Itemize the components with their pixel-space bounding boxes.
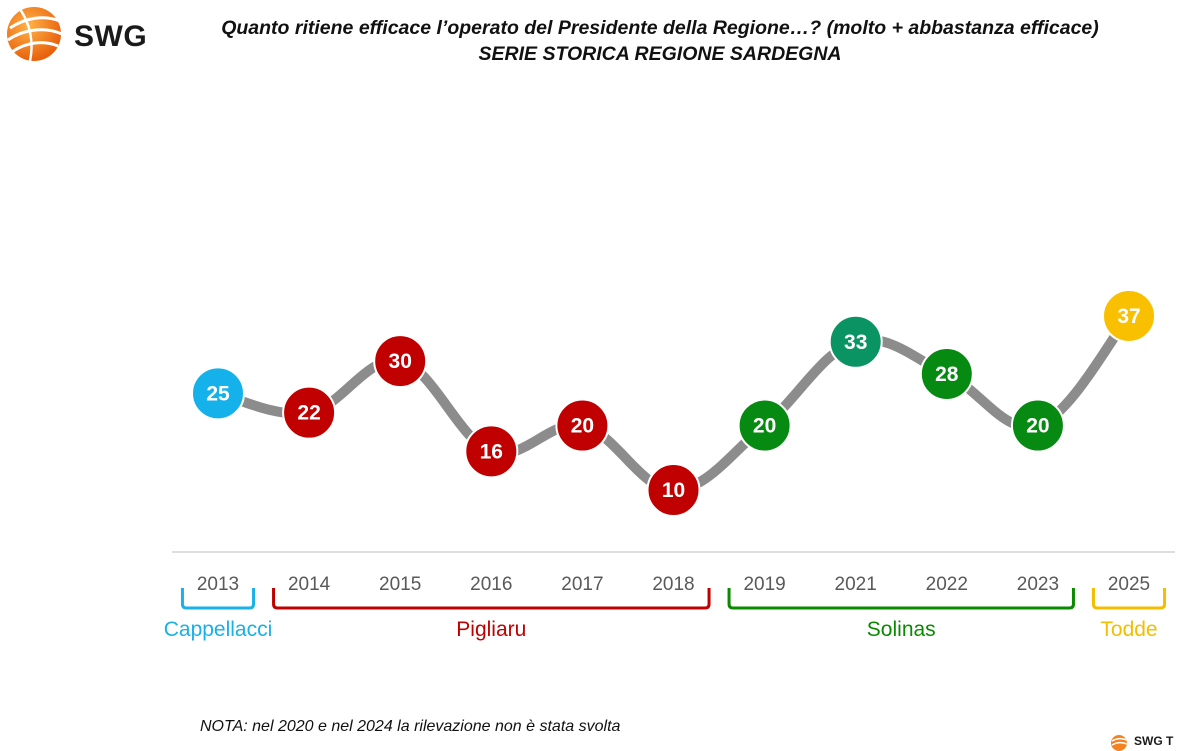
data-label: 37 (1117, 305, 1140, 328)
president-label: Todde (1100, 618, 1157, 641)
data-marker (828, 314, 883, 369)
data-point-2015: 30 (373, 334, 428, 389)
bracket-line (727, 588, 1075, 610)
president-label: Cappellacci (164, 618, 273, 641)
data-point-2014: 22 (282, 385, 337, 440)
data-marker (1010, 398, 1065, 453)
data-marker (191, 366, 245, 421)
data-marker (737, 398, 792, 453)
footer-globe-icon (1111, 735, 1128, 751)
data-point-2018: 10 (646, 463, 701, 517)
data-marker (919, 347, 974, 401)
bracket-cappellacci: Cappellacci (164, 588, 273, 641)
data-point-2017: 20 (555, 398, 610, 453)
data-label: 30 (389, 350, 412, 373)
x-tick-label: 2016 (470, 574, 512, 595)
data-label: 25 (206, 382, 230, 405)
data-label: 16 (480, 440, 503, 463)
bracket-solinas: Solinas (727, 588, 1075, 641)
x-tick-label: 2013 (197, 574, 239, 595)
x-tick-label: 2015 (379, 574, 421, 595)
data-marker (373, 334, 428, 389)
data-marker (555, 398, 610, 453)
bracket-line (180, 588, 256, 610)
x-tick-label: 2014 (288, 574, 331, 595)
x-tick-label: 2017 (561, 574, 603, 595)
bracket-line (272, 588, 711, 610)
swg-logo (7, 7, 63, 62)
x-tick-label: 2023 (1017, 574, 1059, 595)
x-tick-label: 2021 (835, 574, 877, 595)
data-point-2022: 28 (919, 347, 974, 401)
data-label: 20 (571, 415, 594, 438)
data-label: 28 (935, 363, 959, 386)
x-tick-label: 2019 (743, 574, 785, 595)
bracket-line (1091, 588, 1167, 610)
footnote: NOTA: nel 2020 e nel 2024 la rilevazione… (200, 718, 621, 735)
chart-title: Quanto ritiene efficace l’operato del Pr… (221, 17, 1099, 39)
swg-globe-icon (7, 7, 63, 62)
data-marker (282, 385, 337, 440)
data-point-2023: 20 (1010, 398, 1065, 453)
footer-logo: SWG T (1108, 732, 1179, 751)
president-label: Pigliaru (456, 618, 526, 641)
data-label: 22 (297, 402, 320, 425)
bracket-todde: Todde (1091, 588, 1167, 641)
data-point-2025: 37 (1102, 289, 1156, 343)
data-label: 20 (1026, 415, 1049, 438)
data-point-2019: 20 (737, 398, 792, 453)
president-label: Solinas (867, 618, 936, 641)
data-point-2016: 16 (464, 424, 519, 479)
data-marker (1102, 289, 1156, 343)
data-label: 33 (844, 331, 867, 354)
data-marker (464, 424, 519, 479)
data-label: 20 (753, 415, 776, 438)
data-label: 10 (662, 479, 685, 502)
swg-logo-text: SWG (74, 20, 148, 53)
footer-logo-text: SWG T (1134, 734, 1174, 748)
bracket-pigliaru: Pigliaru (272, 588, 711, 641)
x-tick-label: 2025 (1108, 574, 1150, 595)
data-point-2021: 33 (828, 314, 883, 369)
x-tick-label: 2018 (652, 574, 694, 595)
data-marker (646, 463, 701, 517)
chart-subtitle: SERIE STORICA REGIONE SARDEGNA (478, 43, 842, 65)
data-point-2013: 25 (191, 366, 245, 421)
x-tick-label: 2022 (926, 574, 968, 595)
